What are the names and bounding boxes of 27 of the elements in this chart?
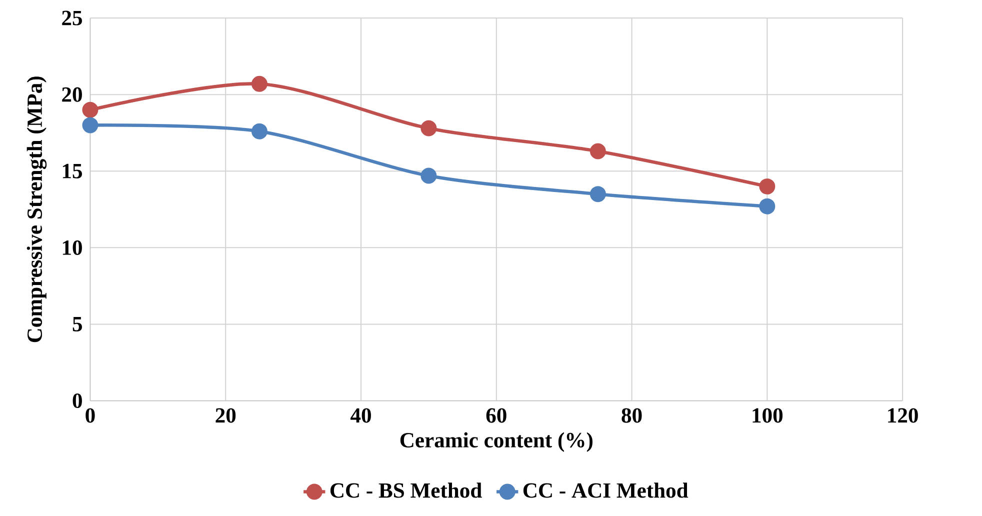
y-tick-label: 25 — [62, 10, 82, 26]
x-tick-label: 0 — [86, 408, 95, 423]
x-tick-label: 40 — [350, 408, 371, 423]
y-axis-title: Compressive Strength (MPa) — [26, 76, 47, 342]
y-tick-label: 10 — [62, 240, 82, 255]
point — [759, 198, 776, 214]
x-tick-label: 20 — [216, 408, 236, 423]
legend-label: CC - ACI Method — [523, 482, 688, 498]
point — [251, 123, 268, 140]
point — [251, 76, 268, 92]
x-tick-label: 80 — [622, 408, 642, 423]
x-tick-label: 120 — [888, 408, 918, 423]
point — [82, 117, 98, 134]
point — [420, 168, 437, 184]
x-tick-label: 100 — [752, 408, 783, 423]
y-tick-label: 15 — [62, 164, 82, 178]
legend-label: CC - BS Method — [330, 482, 482, 498]
point — [590, 143, 606, 160]
point — [420, 120, 437, 136]
y-tick-label: 20 — [62, 87, 82, 102]
x-axis-title: Ceramic content (%) — [400, 432, 592, 452]
x-tick-label: 60 — [486, 408, 506, 423]
point — [759, 178, 776, 194]
point — [82, 102, 98, 118]
point — [590, 186, 606, 202]
y-tick-label: 5 — [72, 316, 82, 332]
y-tick-label: 0 — [72, 393, 82, 408]
